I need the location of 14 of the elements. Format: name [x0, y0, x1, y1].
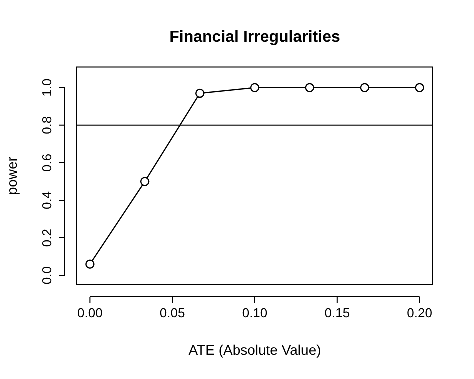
x-tick-label: 0.05: [160, 306, 186, 321]
y-tick-label: 0.2: [40, 229, 55, 248]
x-tick-label: 0.10: [242, 306, 268, 321]
chart-title: Financial Irregularities: [170, 29, 340, 46]
x-tick-label: 0.15: [324, 306, 350, 321]
x-tick-label: 0.00: [78, 306, 103, 321]
y-axis-title: power: [4, 156, 20, 196]
y-tick-label: 0.8: [40, 116, 55, 134]
y-tick-label: 0.4: [40, 191, 55, 210]
y-tick-label: 0.6: [40, 154, 55, 172]
x-axis-title: ATE (Absolute Value): [188, 342, 322, 358]
y-tick-label: 0.0: [40, 266, 55, 285]
y-tick-label: 1.0: [40, 78, 55, 97]
x-tick-label: 0.20: [407, 306, 432, 321]
